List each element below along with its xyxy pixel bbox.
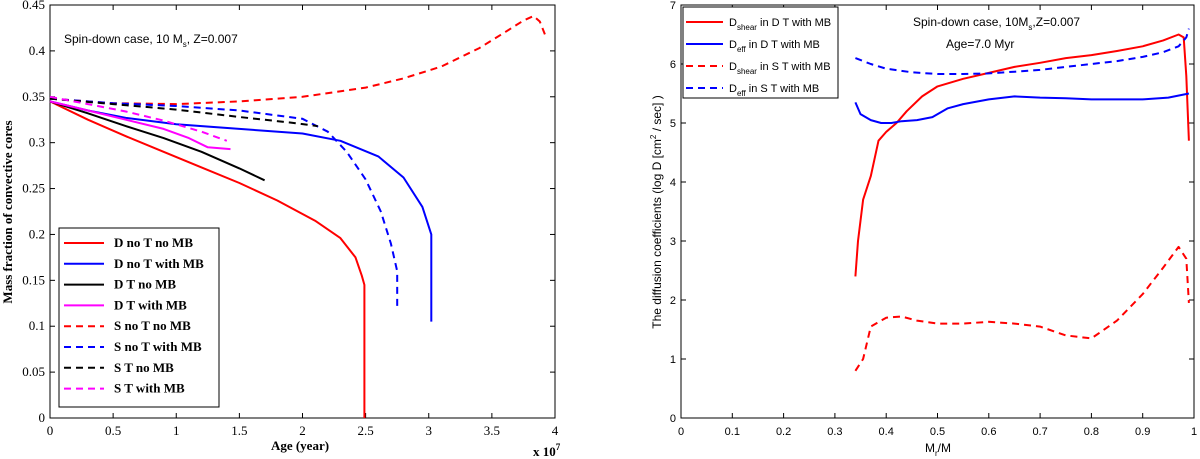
left-series-line-2 <box>49 100 266 182</box>
right-xtick-label: 0.9 <box>1135 426 1150 438</box>
right-ytick-label: 1 <box>670 354 676 366</box>
right-xtick-label: 0.1 <box>725 426 740 438</box>
left-xtick-label: 4 <box>552 423 559 438</box>
right-annotation-age: Age=7.0 Myr <box>946 37 1014 51</box>
left-xtick-label: 0.5 <box>105 423 121 438</box>
left-xtick-label: 1 <box>173 423 180 438</box>
right-xtick-label: 0.3 <box>827 426 842 438</box>
right-xtick-label: 0.8 <box>1084 426 1099 438</box>
right-xtick-label: 0.6 <box>981 426 996 438</box>
right-legend: Dshear in D T with MB Deff in D T with MB… <box>686 17 831 98</box>
left-ytick-label: 0.2 <box>29 226 45 241</box>
left-legend: D no T no MB D no T with MB D T no MB D T w… <box>64 235 204 396</box>
left-ytick-label: 0.05 <box>22 364 45 379</box>
left-ytick-label: 0.4 <box>29 43 46 58</box>
left-xtick-label: 0 <box>47 423 54 438</box>
left-series-line-3 <box>49 100 231 151</box>
right-xlabel: Mr/M <box>925 441 951 458</box>
right-legend-label-1: Deff in D T with MB <box>729 39 820 54</box>
left-xtick-label: 1.5 <box>231 423 247 438</box>
right-xtick-label: 0 <box>678 426 684 438</box>
right-ytick-label: 4 <box>670 177 676 189</box>
right-ytick-label: 6 <box>670 59 676 71</box>
left-xtick-label: 3.5 <box>484 423 500 438</box>
right-xtick-label: 0.7 <box>1032 426 1047 438</box>
left-xtick-label: 2 <box>299 423 306 438</box>
left-ytick-label: 0.15 <box>22 272 45 287</box>
right-series-line-3 <box>855 28 1190 75</box>
left-series-line-0 <box>49 100 366 418</box>
left-legend-label-4: S no T no MB <box>114 318 191 333</box>
right-ytick-label: 7 <box>670 0 676 12</box>
left-chart: 0 0.5 1 1.5 2 2.5 3 3.5 4 0 0.05 0.1 0.15 0.2 0.25 0.3 0… <box>0 0 561 459</box>
left-ytick-label: 0.1 <box>29 318 45 333</box>
right-annotation: Spin-down case, 10Ms,Z=0.007 <box>913 15 1080 32</box>
left-series-line-6 <box>49 97 318 128</box>
left-legend-label-6: S T no MB <box>114 360 174 375</box>
left-series <box>49 15 546 418</box>
right-ylabel: The diffusion coefficients (log D [cm2 /… <box>649 95 664 328</box>
right-legend-label-3: Deff in S T with MB <box>729 83 819 98</box>
left-annotation: Spin-down case, 10 Ms, Z=0.007 <box>64 32 238 49</box>
right-legend-label-0: Dshear in D T with MB <box>729 17 831 32</box>
left-ytick-label: 0.25 <box>22 181 45 196</box>
left-xtick-label: 3 <box>426 423 433 438</box>
left-legend-label-5: S no T with MB <box>114 339 202 354</box>
left-x-multiplier: x 107 <box>533 442 561 459</box>
right-ticks: 0 0.1 0.2 0.3 0.4 0.5 0.6 0.7 0.8 0.9 1 0 1 2 3 4 5 6 7 <box>670 0 1197 438</box>
right-ytick-label: 3 <box>670 236 676 248</box>
left-xlabel: Age (year) <box>271 438 329 453</box>
left-legend-label-2: D T no MB <box>114 277 176 292</box>
left-ylabel: Mass fraction of convective cores <box>0 120 15 303</box>
right-xtick-label: 0.5 <box>930 426 945 438</box>
left-series-line-4 <box>49 15 546 106</box>
left-ytick-label: 0 <box>39 410 46 425</box>
left-legend-label-7: S T with MB <box>114 381 185 396</box>
right-xtick-label: 0.2 <box>776 426 791 438</box>
left-series-line-7 <box>49 95 228 142</box>
right-xtick-label: 0.4 <box>879 426 894 438</box>
right-chart: 0 0.1 0.2 0.3 0.4 0.5 0.6 0.7 0.8 0.9 1 0 1 2 3 4 5 6 7 Sp… <box>649 0 1197 458</box>
right-ytick-label: 2 <box>670 295 676 307</box>
left-ytick-label: 0.3 <box>29 135 45 150</box>
right-legend-label-2: Dshear in S T with MB <box>729 61 831 76</box>
right-series-line-2 <box>854 245 1190 372</box>
left-ticks: 0 0.5 1 1.5 2 2.5 3 3.5 4 0 0.05 0.1 0.15 0.2 0.25 0.3 0… <box>22 0 559 438</box>
right-series-line-1 <box>854 92 1190 124</box>
left-ytick-label: 0.35 <box>22 89 45 104</box>
right-xtick-label: 1 <box>1191 426 1197 438</box>
right-ytick-label: 0 <box>670 413 676 425</box>
left-ytick-label: 0.45 <box>22 0 45 12</box>
left-legend-label-1: D no T with MB <box>114 256 204 271</box>
left-legend-label-0: D no T no MB <box>114 235 193 250</box>
right-ytick-label: 5 <box>670 118 676 130</box>
left-legend-label-3: D T with MB <box>114 297 187 312</box>
left-series-line-1 <box>49 100 433 322</box>
left-xtick-label: 2.5 <box>358 423 374 438</box>
right-series <box>854 28 1190 372</box>
left-legend-box <box>58 227 220 408</box>
